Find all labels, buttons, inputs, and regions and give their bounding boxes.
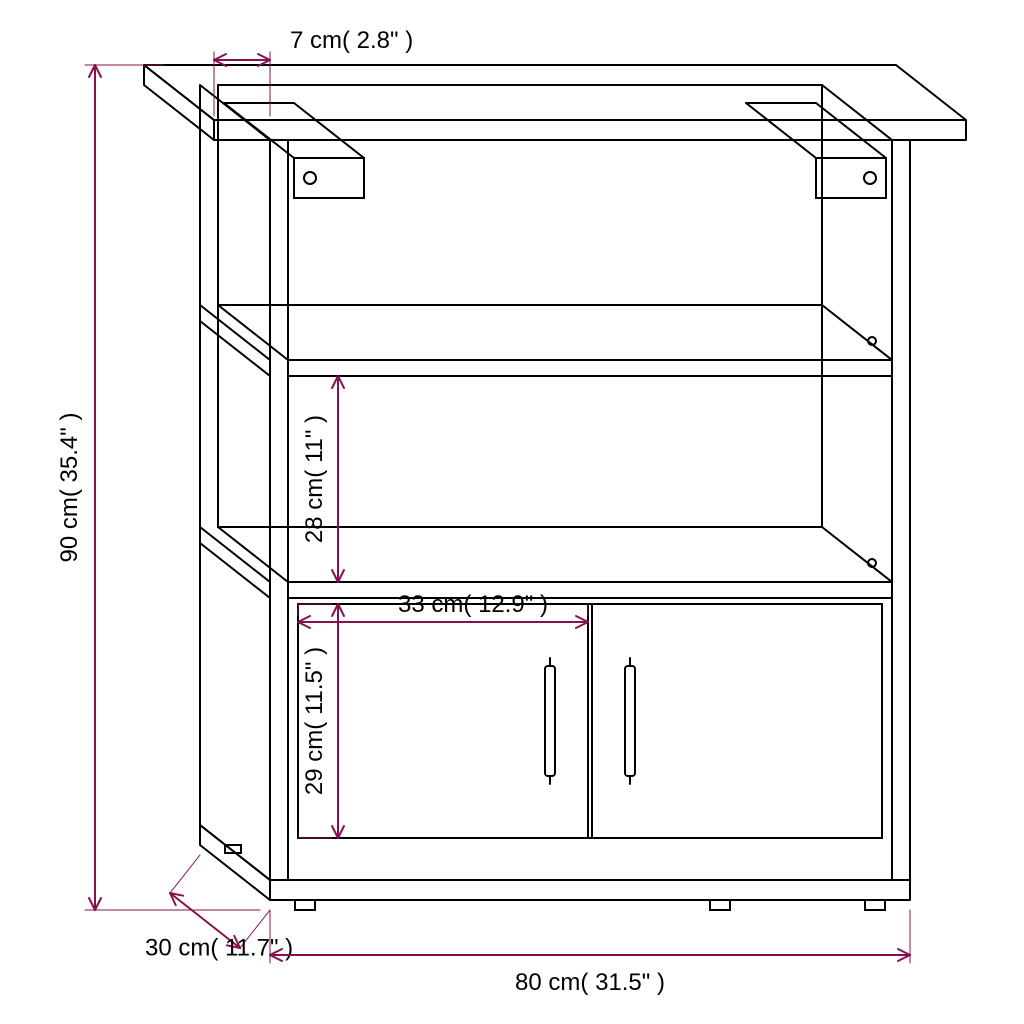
dim-height-overall: 90 cm( 35.4" ) — [56, 413, 83, 563]
dim-shelf-opening: 28 cm( 11" ) — [301, 415, 328, 543]
dim-top-overhang: 7 cm( 2.8" ) — [290, 27, 413, 54]
dim-door-width: 33 cm( 12.9" ) — [398, 591, 548, 618]
dim-width-overall: 80 cm( 31.5" ) — [515, 969, 665, 996]
cabinet-outline — [144, 65, 966, 910]
dim-depth: 30 cm( 11.7" ) — [145, 935, 293, 962]
dim-door-height: 29 cm( 11.5" ) — [301, 647, 328, 795]
